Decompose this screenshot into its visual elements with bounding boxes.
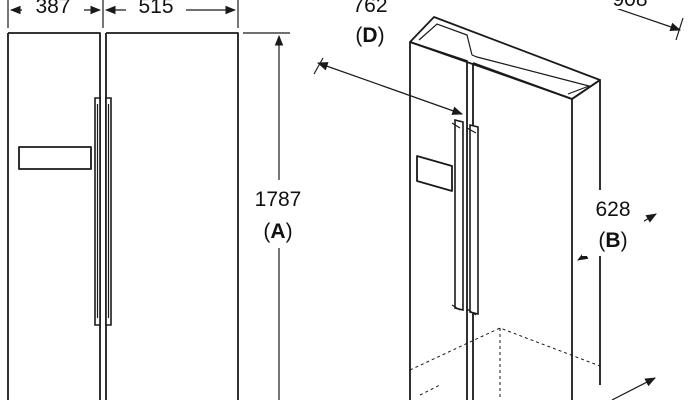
perspective-view (409, 16, 601, 400)
depth-open-dimension (313, 57, 464, 115)
height-letter-label: (A) (263, 220, 292, 243)
front-right-door (105, 32, 239, 400)
depth-open-letter: D (362, 24, 377, 47)
total-width-value-label: 908 (612, 0, 647, 11)
perspective-right-handle (469, 123, 479, 316)
front-left-door (7, 32, 101, 400)
front-view (7, 32, 239, 400)
bottom-depth-dimension (611, 377, 656, 400)
depth-open-letter-label: (D) (355, 24, 384, 47)
depth-body-letter: B (605, 229, 620, 252)
height-value-label: 1787 (255, 188, 302, 211)
height-letter: A (270, 220, 285, 243)
perspective-top (409, 16, 601, 100)
front-dispenser (18, 146, 92, 170)
depth-open-value-label: 762 (352, 0, 387, 17)
perspective-right-door (472, 62, 573, 400)
depth-body-letter-label: (B) (598, 229, 627, 252)
perspective-left-handle (454, 118, 464, 312)
width-left-door-label: 387 (35, 0, 70, 18)
perspective-dispenser (416, 155, 453, 192)
perspective-side (571, 79, 601, 385)
depth-body-value-label: 628 (595, 198, 630, 221)
width-right-door-label: 515 (138, 0, 173, 18)
